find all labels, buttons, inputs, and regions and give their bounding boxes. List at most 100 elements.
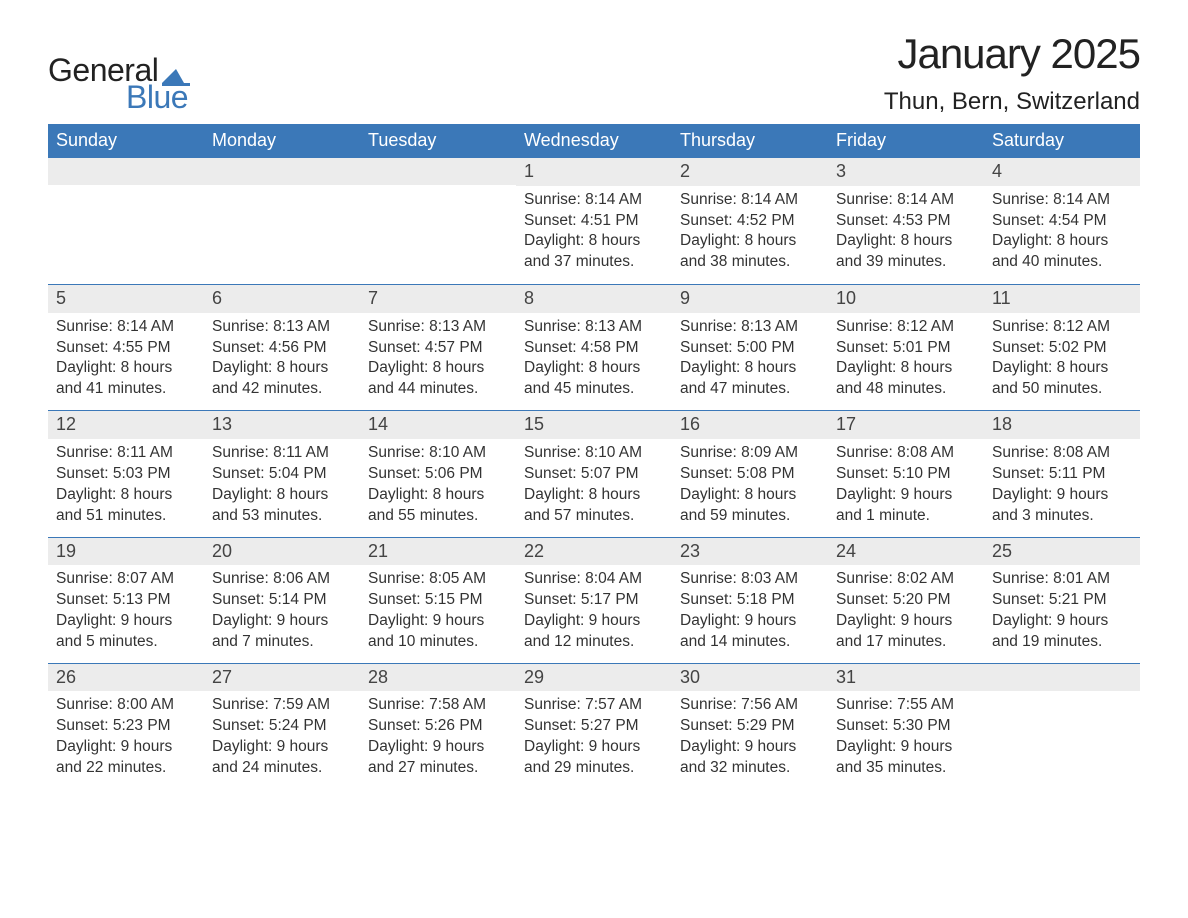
day-daylight1: Daylight: 8 hours — [368, 358, 508, 379]
day-daylight1: Daylight: 8 hours — [836, 358, 976, 379]
day-sunset: Sunset: 5:27 PM — [524, 716, 664, 737]
day-sunset: Sunset: 4:52 PM — [680, 211, 820, 232]
day-sunrise: Sunrise: 8:14 AM — [836, 190, 976, 211]
day-sunset: Sunset: 4:55 PM — [56, 338, 196, 359]
logo: General Blue — [48, 52, 190, 116]
day-sunset: Sunset: 5:26 PM — [368, 716, 508, 737]
day-daylight1: Daylight: 9 hours — [368, 737, 508, 758]
day-daylight1: Daylight: 9 hours — [212, 737, 352, 758]
day-daylight2: and 7 minutes. — [212, 632, 352, 653]
day-daylight2: and 14 minutes. — [680, 632, 820, 653]
day-sunrise: Sunrise: 8:03 AM — [680, 569, 820, 590]
day-daylight2: and 42 minutes. — [212, 379, 352, 400]
day-sunrise: Sunrise: 8:08 AM — [992, 443, 1132, 464]
day-daylight1: Daylight: 9 hours — [836, 485, 976, 506]
day-daylight1: Daylight: 8 hours — [524, 358, 664, 379]
calendar-day: 21Sunrise: 8:05 AMSunset: 5:15 PMDayligh… — [360, 538, 516, 663]
day-number — [360, 158, 516, 185]
day-sunrise: Sunrise: 8:07 AM — [56, 569, 196, 590]
day-sunset: Sunset: 5:15 PM — [368, 590, 508, 611]
day-body: Sunrise: 8:13 AMSunset: 4:57 PMDaylight:… — [360, 313, 516, 411]
day-body: Sunrise: 7:56 AMSunset: 5:29 PMDaylight:… — [672, 691, 828, 789]
day-sunrise: Sunrise: 8:00 AM — [56, 695, 196, 716]
day-sunrise: Sunrise: 8:14 AM — [992, 190, 1132, 211]
day-number: 7 — [360, 285, 516, 313]
day-daylight2: and 12 minutes. — [524, 632, 664, 653]
title-block: January 2025 Thun, Bern, Switzerland — [884, 30, 1140, 116]
day-daylight1: Daylight: 9 hours — [368, 611, 508, 632]
weekday-header: Sunday — [48, 124, 204, 158]
day-daylight1: Daylight: 9 hours — [56, 737, 196, 758]
logo-word2: Blue — [126, 79, 190, 116]
day-daylight2: and 55 minutes. — [368, 506, 508, 527]
day-sunset: Sunset: 4:56 PM — [212, 338, 352, 359]
day-number: 10 — [828, 285, 984, 313]
day-body: Sunrise: 8:10 AMSunset: 5:07 PMDaylight:… — [516, 439, 672, 537]
calendar-day: 11Sunrise: 8:12 AMSunset: 5:02 PMDayligh… — [984, 285, 1140, 410]
calendar-day: 18Sunrise: 8:08 AMSunset: 5:11 PMDayligh… — [984, 411, 1140, 536]
day-sunset: Sunset: 5:23 PM — [56, 716, 196, 737]
day-sunset: Sunset: 5:21 PM — [992, 590, 1132, 611]
calendar-day: 29Sunrise: 7:57 AMSunset: 5:27 PMDayligh… — [516, 664, 672, 789]
calendar-day: 8Sunrise: 8:13 AMSunset: 4:58 PMDaylight… — [516, 285, 672, 410]
day-body: Sunrise: 7:59 AMSunset: 5:24 PMDaylight:… — [204, 691, 360, 789]
day-body: Sunrise: 8:11 AMSunset: 5:03 PMDaylight:… — [48, 439, 204, 537]
day-daylight1: Daylight: 8 hours — [992, 231, 1132, 252]
day-body: Sunrise: 8:01 AMSunset: 5:21 PMDaylight:… — [984, 565, 1140, 663]
day-daylight2: and 51 minutes. — [56, 506, 196, 527]
day-daylight2: and 45 minutes. — [524, 379, 664, 400]
day-sunrise: Sunrise: 8:14 AM — [680, 190, 820, 211]
calendar-day: 23Sunrise: 8:03 AMSunset: 5:18 PMDayligh… — [672, 538, 828, 663]
day-number: 8 — [516, 285, 672, 313]
calendar-day: 16Sunrise: 8:09 AMSunset: 5:08 PMDayligh… — [672, 411, 828, 536]
day-daylight1: Daylight: 8 hours — [212, 485, 352, 506]
weekday-header: Wednesday — [516, 124, 672, 158]
day-daylight2: and 47 minutes. — [680, 379, 820, 400]
day-number: 30 — [672, 664, 828, 692]
day-number: 3 — [828, 158, 984, 186]
day-sunset: Sunset: 4:57 PM — [368, 338, 508, 359]
weekday-header: Tuesday — [360, 124, 516, 158]
day-body: Sunrise: 7:55 AMSunset: 5:30 PMDaylight:… — [828, 691, 984, 789]
day-daylight2: and 44 minutes. — [368, 379, 508, 400]
day-daylight1: Daylight: 8 hours — [524, 485, 664, 506]
day-number: 27 — [204, 664, 360, 692]
day-daylight2: and 59 minutes. — [680, 506, 820, 527]
day-sunset: Sunset: 5:17 PM — [524, 590, 664, 611]
calendar-day: 25Sunrise: 8:01 AMSunset: 5:21 PMDayligh… — [984, 538, 1140, 663]
page-title: January 2025 — [884, 30, 1140, 78]
day-body: Sunrise: 8:09 AMSunset: 5:08 PMDaylight:… — [672, 439, 828, 537]
day-sunrise: Sunrise: 7:59 AM — [212, 695, 352, 716]
day-sunrise: Sunrise: 8:11 AM — [212, 443, 352, 464]
day-body: Sunrise: 8:06 AMSunset: 5:14 PMDaylight:… — [204, 565, 360, 663]
calendar-day: 14Sunrise: 8:10 AMSunset: 5:06 PMDayligh… — [360, 411, 516, 536]
calendar-day: 20Sunrise: 8:06 AMSunset: 5:14 PMDayligh… — [204, 538, 360, 663]
day-sunset: Sunset: 5:00 PM — [680, 338, 820, 359]
day-sunrise: Sunrise: 8:06 AM — [212, 569, 352, 590]
calendar-day: 13Sunrise: 8:11 AMSunset: 5:04 PMDayligh… — [204, 411, 360, 536]
day-daylight2: and 40 minutes. — [992, 252, 1132, 273]
day-sunset: Sunset: 5:02 PM — [992, 338, 1132, 359]
day-number: 5 — [48, 285, 204, 313]
day-sunrise: Sunrise: 7:56 AM — [680, 695, 820, 716]
day-sunset: Sunset: 5:30 PM — [836, 716, 976, 737]
day-number: 2 — [672, 158, 828, 186]
day-daylight1: Daylight: 9 hours — [680, 737, 820, 758]
calendar-day — [984, 664, 1140, 789]
day-daylight2: and 3 minutes. — [992, 506, 1132, 527]
day-number — [984, 664, 1140, 691]
calendar-week: 26Sunrise: 8:00 AMSunset: 5:23 PMDayligh… — [48, 663, 1140, 789]
day-number: 11 — [984, 285, 1140, 313]
day-daylight1: Daylight: 8 hours — [56, 485, 196, 506]
day-daylight1: Daylight: 9 hours — [680, 611, 820, 632]
day-sunrise: Sunrise: 8:04 AM — [524, 569, 664, 590]
calendar-day: 24Sunrise: 8:02 AMSunset: 5:20 PMDayligh… — [828, 538, 984, 663]
calendar-day: 6Sunrise: 8:13 AMSunset: 4:56 PMDaylight… — [204, 285, 360, 410]
day-sunrise: Sunrise: 8:13 AM — [524, 317, 664, 338]
day-sunrise: Sunrise: 8:12 AM — [836, 317, 976, 338]
day-sunset: Sunset: 5:06 PM — [368, 464, 508, 485]
day-body: Sunrise: 8:14 AMSunset: 4:52 PMDaylight:… — [672, 186, 828, 284]
calendar-day: 3Sunrise: 8:14 AMSunset: 4:53 PMDaylight… — [828, 158, 984, 284]
weekday-header: Monday — [204, 124, 360, 158]
day-daylight1: Daylight: 9 hours — [836, 737, 976, 758]
